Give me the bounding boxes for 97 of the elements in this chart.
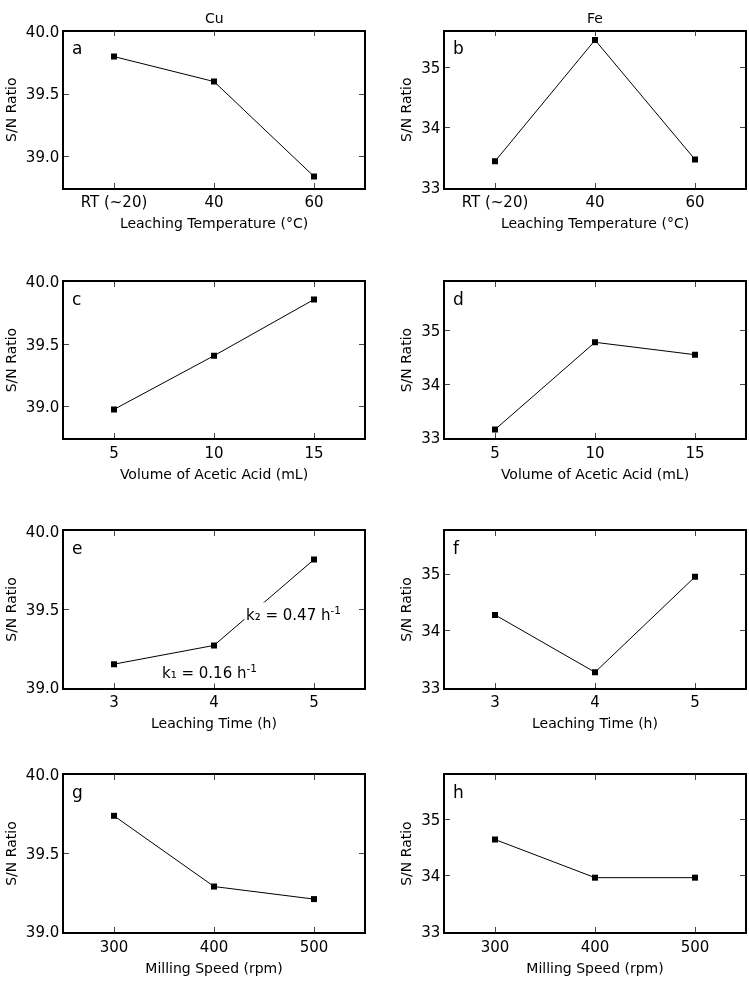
x-axis-title: Milling Speed (rpm) xyxy=(145,959,283,976)
x-tick-label: 3 xyxy=(490,693,500,712)
point xyxy=(592,669,598,676)
y-axis-title: S/N Ratio xyxy=(398,577,415,642)
y-tick-label: 39.0 xyxy=(25,923,60,942)
point xyxy=(211,78,217,85)
y-axis-title: S/N Ratio xyxy=(2,77,19,142)
x-tick-label: 300 xyxy=(480,937,510,956)
y-tick-label: 39.0 xyxy=(25,147,60,166)
annotation: b xyxy=(453,38,464,58)
x-tick-label: 500 xyxy=(680,937,710,956)
x-tick-label: 60 xyxy=(304,193,324,212)
y-tick-label: 40.0 xyxy=(25,273,60,292)
point xyxy=(211,883,217,890)
point xyxy=(692,351,698,358)
point xyxy=(592,339,598,346)
x-tick-label: 400 xyxy=(199,937,229,956)
annotation: g xyxy=(72,782,83,802)
point xyxy=(492,426,498,433)
x-tick-label: 4 xyxy=(590,693,600,712)
annotation: c xyxy=(72,289,82,309)
y-tick-label: 40.0 xyxy=(25,766,60,785)
y-axis-title: S/N Ratio xyxy=(2,327,19,393)
y-axis-title: S/N Ratio xyxy=(398,77,415,142)
x-tick-label: 15 xyxy=(685,443,705,462)
x-tick-label: 40 xyxy=(204,193,224,212)
x-tick-label: 60 xyxy=(685,193,705,212)
y-tick-label: 34 xyxy=(421,867,441,886)
annotation: f xyxy=(453,538,460,558)
point xyxy=(692,156,698,163)
point xyxy=(492,611,498,618)
y-tick-label: 40.0 xyxy=(25,522,60,541)
point xyxy=(692,573,698,580)
y-axis-title: S/N Ratio xyxy=(2,821,19,886)
x-tick-label: 10 xyxy=(204,443,224,462)
y-axis-title: S/N Ratio xyxy=(398,327,415,393)
x-axis-title: Leaching Time (h) xyxy=(151,715,277,732)
x-tick-label: 5 xyxy=(490,443,500,462)
point xyxy=(211,352,217,359)
x-axis-title: Volume of Acetic Acid (mL) xyxy=(500,465,690,482)
y-axis-title: S/N Ratio xyxy=(398,821,415,886)
x-tick-label: 10 xyxy=(585,443,605,462)
y-tick-label: 39.5 xyxy=(25,600,60,619)
x-tick-label: 300 xyxy=(99,937,129,956)
y-tick-label: 33 xyxy=(421,678,441,697)
y-axis-title: S/N Ratio xyxy=(2,577,19,642)
point xyxy=(111,661,117,668)
annotation: h xyxy=(453,782,464,802)
point xyxy=(111,406,117,413)
x-tick-label: 4 xyxy=(209,693,219,712)
y-tick-label: 39.5 xyxy=(25,335,60,354)
y-tick-label: 39.0 xyxy=(25,678,60,697)
point xyxy=(311,556,317,563)
y-tick-label: 34 xyxy=(421,118,441,137)
point xyxy=(111,53,117,60)
annotation: a xyxy=(72,38,83,58)
y-tick-label: 34 xyxy=(421,622,441,641)
y-tick-label: 39.5 xyxy=(25,844,60,863)
y-tick-label: 35 xyxy=(421,811,441,830)
point xyxy=(492,158,498,165)
point xyxy=(111,812,117,819)
x-tick-label: RT (~20) xyxy=(461,193,529,212)
y-tick-label: 39.5 xyxy=(25,85,60,104)
y-tick-label: 35 xyxy=(421,565,441,584)
y-tick-label: 35 xyxy=(421,321,441,340)
annotation: d xyxy=(453,289,464,309)
x-tick-label: 5 xyxy=(109,443,119,462)
x-tick-label: 400 xyxy=(580,937,610,956)
x-tick-label: 5 xyxy=(690,693,700,712)
x-axis-title: Volume of Acetic Acid (mL) xyxy=(119,465,309,482)
point xyxy=(311,173,317,180)
x-tick-label: RT (~20) xyxy=(80,193,148,212)
annotation: e xyxy=(72,538,83,558)
x-tick-label: 3 xyxy=(109,693,119,712)
chart-title: Fe xyxy=(587,10,603,26)
x-axis-title: Milling Speed (rpm) xyxy=(526,959,664,976)
y-tick-label: 40.0 xyxy=(25,22,60,41)
x-tick-label: 40 xyxy=(585,193,605,212)
y-tick-label: 39.0 xyxy=(25,398,60,417)
y-tick-label: 35 xyxy=(421,58,441,77)
point xyxy=(311,896,317,903)
y-tick-label: 33 xyxy=(421,178,441,197)
point xyxy=(211,642,217,649)
x-tick-label: 15 xyxy=(304,443,324,462)
point xyxy=(311,296,317,303)
y-tick-label: 33 xyxy=(421,429,441,448)
x-axis-title: Leaching Time (h) xyxy=(532,715,658,732)
x-axis-title: Leaching Temperature (°C) xyxy=(500,215,690,232)
y-tick-label: 33 xyxy=(421,923,441,942)
point xyxy=(592,37,598,43)
x-tick-label: 500 xyxy=(299,937,329,956)
annotation: k₁ = 0.16 h$^{-1}$ xyxy=(162,662,257,683)
y-tick-label: 34 xyxy=(421,375,441,394)
annotation: k₂ = 0.47 h$^{-1}$ xyxy=(246,604,341,625)
x-tick-label: 5 xyxy=(309,693,319,712)
chart-title: Cu xyxy=(205,10,224,26)
x-axis-title: Leaching Temperature (°C) xyxy=(119,215,309,232)
